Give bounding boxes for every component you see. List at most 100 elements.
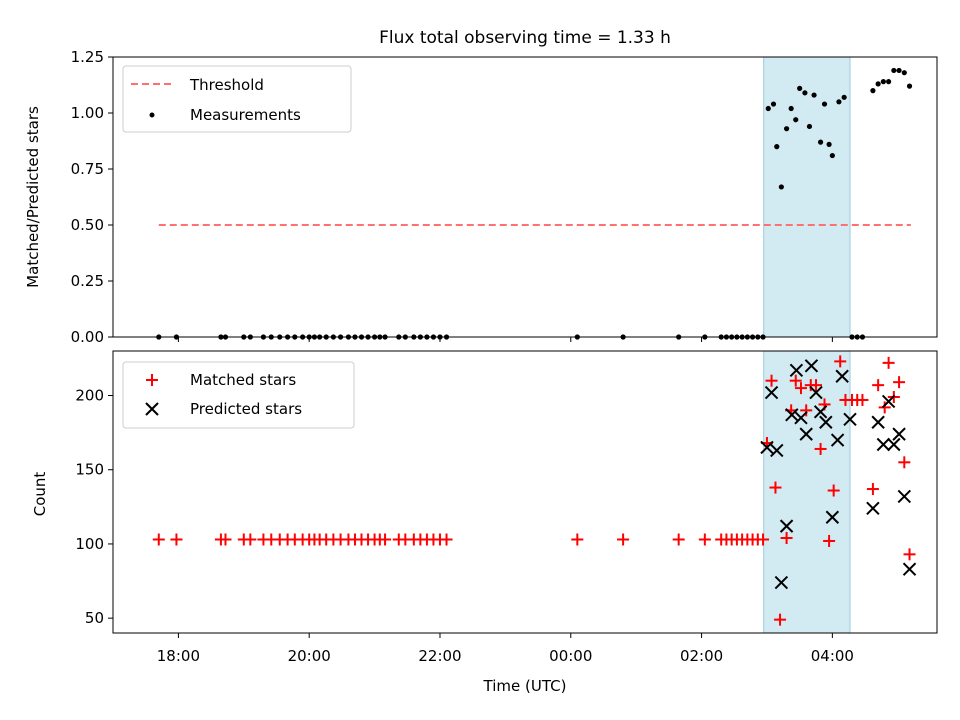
predicted-star-point <box>881 394 896 409</box>
x-tick-label: 04:00 <box>811 647 854 665</box>
bottom-legend: Matched stars Predicted stars <box>122 361 355 429</box>
predicted-star-point <box>866 501 880 516</box>
predicted-star-point <box>774 575 789 590</box>
figure-title: Flux total observing time = 1.33 h <box>379 28 671 48</box>
top-y-tick-label: 1.00 <box>71 104 104 122</box>
matched-star-point <box>152 533 165 546</box>
matched-star-point <box>893 376 906 389</box>
matched-star-point <box>789 374 802 387</box>
matched-star-point <box>440 533 453 546</box>
predicted-star-point <box>830 433 845 447</box>
predicted-star-point <box>799 427 813 441</box>
measurement-point <box>821 101 828 107</box>
predicted-star-point <box>843 412 857 426</box>
top-y-tick-label: 1.25 <box>71 48 104 66</box>
top-panel: 0.00 0.25 0.50 0.75 1.00 1.25 Matched/Predict… <box>24 48 938 346</box>
predicted-star-point <box>785 408 799 422</box>
bottom-y-ticks: 50 100 150 200 <box>75 387 113 627</box>
predicted-legend-label: Predicted stars <box>190 400 302 418</box>
matched-star-point <box>866 483 879 496</box>
measurement-point <box>870 88 876 94</box>
predicted-star-point <box>789 363 804 378</box>
predicted-star-point <box>770 443 784 458</box>
measurement-point <box>802 90 808 96</box>
predicted-legend-swatch <box>145 402 159 416</box>
matched-star-point <box>800 404 813 417</box>
matched-star-point <box>765 374 778 387</box>
matched-star-point <box>882 356 895 369</box>
measurement-point <box>765 105 771 112</box>
measurements-legend-label: Measurements <box>190 106 301 124</box>
predicted-star-point <box>794 411 808 425</box>
threshold-legend-label: Threshold <box>189 76 264 94</box>
matched-star-point <box>774 613 787 626</box>
measurement-point <box>829 152 835 159</box>
predicted-star-point <box>813 405 828 419</box>
matched-star-point <box>794 382 807 395</box>
matched-star-points <box>152 355 916 626</box>
x-tick-label: 18:00 <box>157 647 200 665</box>
matched-star-point <box>769 481 782 494</box>
matched-star-point <box>903 548 916 561</box>
measurement-point <box>826 141 832 147</box>
predicted-star-point <box>804 359 819 373</box>
bottom-y-axis-label: Count <box>31 472 49 517</box>
measurement-point <box>880 79 886 85</box>
measurement-point <box>817 139 824 145</box>
measurements-legend-swatch <box>149 112 155 118</box>
predicted-star-point <box>887 437 901 452</box>
matched-star-point <box>834 355 847 368</box>
matched-star-point <box>878 401 891 414</box>
matched-star-point <box>379 533 392 546</box>
predicted-star-point <box>819 415 833 429</box>
predicted-star-point <box>825 510 840 524</box>
x-tick-label: 20:00 <box>288 647 331 665</box>
matched-star-point <box>170 533 183 546</box>
predicted-star-point <box>764 385 779 400</box>
measurement-point <box>811 92 817 98</box>
bottom-y-tick-label: 150 <box>75 461 104 479</box>
measurement-point <box>896 67 902 74</box>
predicted-star-point <box>835 369 849 383</box>
matched-star-point <box>810 379 823 392</box>
top-y-tick-label: 0.75 <box>71 160 104 178</box>
measurement-point <box>875 81 881 87</box>
measurement-point <box>778 184 784 190</box>
top-legend: Threshold Measurements <box>122 65 352 133</box>
matched-legend-label: Matched stars <box>190 371 296 389</box>
top-y-tick-label: 0.50 <box>71 216 104 234</box>
measurement-point <box>891 67 897 74</box>
measurement-point <box>886 79 892 85</box>
matched-star-point <box>856 393 869 406</box>
measurement-point <box>774 144 780 150</box>
predicted-star-point <box>760 440 774 455</box>
matched-star-point <box>823 534 836 547</box>
matched-star-point <box>617 533 630 546</box>
matched-star-point <box>698 533 711 546</box>
measurement-point <box>901 70 907 76</box>
predicted-star-point <box>871 415 885 429</box>
predicted-star-point <box>897 489 912 504</box>
measurement-point <box>797 85 803 91</box>
measurement-point <box>806 123 813 130</box>
measurement-point <box>906 83 913 89</box>
top-y-ticks: 0.00 0.25 0.50 0.75 1.00 1.25 <box>71 48 113 346</box>
x-tick-label: 02:00 <box>680 647 723 665</box>
bottom-y-tick-label: 200 <box>75 387 104 405</box>
bottom-panel: 50 100 150 200 18:00 20:00 22:00 00:00 02:00 04:… <box>31 350 938 695</box>
matched-star-point <box>757 533 770 546</box>
top-y-tick-label: 0.25 <box>71 272 104 290</box>
predicted-star-point <box>892 427 906 441</box>
top-y-tick-label: 0.00 <box>71 328 104 346</box>
matched-star-point <box>672 533 685 546</box>
matched-legend-swatch <box>146 374 158 386</box>
matched-star-point <box>780 532 793 545</box>
matched-star-point <box>814 442 827 455</box>
matched-star-point <box>571 533 584 546</box>
bottom-y-tick-label: 50 <box>85 609 104 627</box>
top-axes-frame <box>112 56 938 338</box>
bottom-x-ticks: 18:00 20:00 22:00 00:00 02:00 04:00 <box>157 633 854 665</box>
predicted-star-point <box>809 385 823 400</box>
predicted-star-point <box>902 562 917 576</box>
